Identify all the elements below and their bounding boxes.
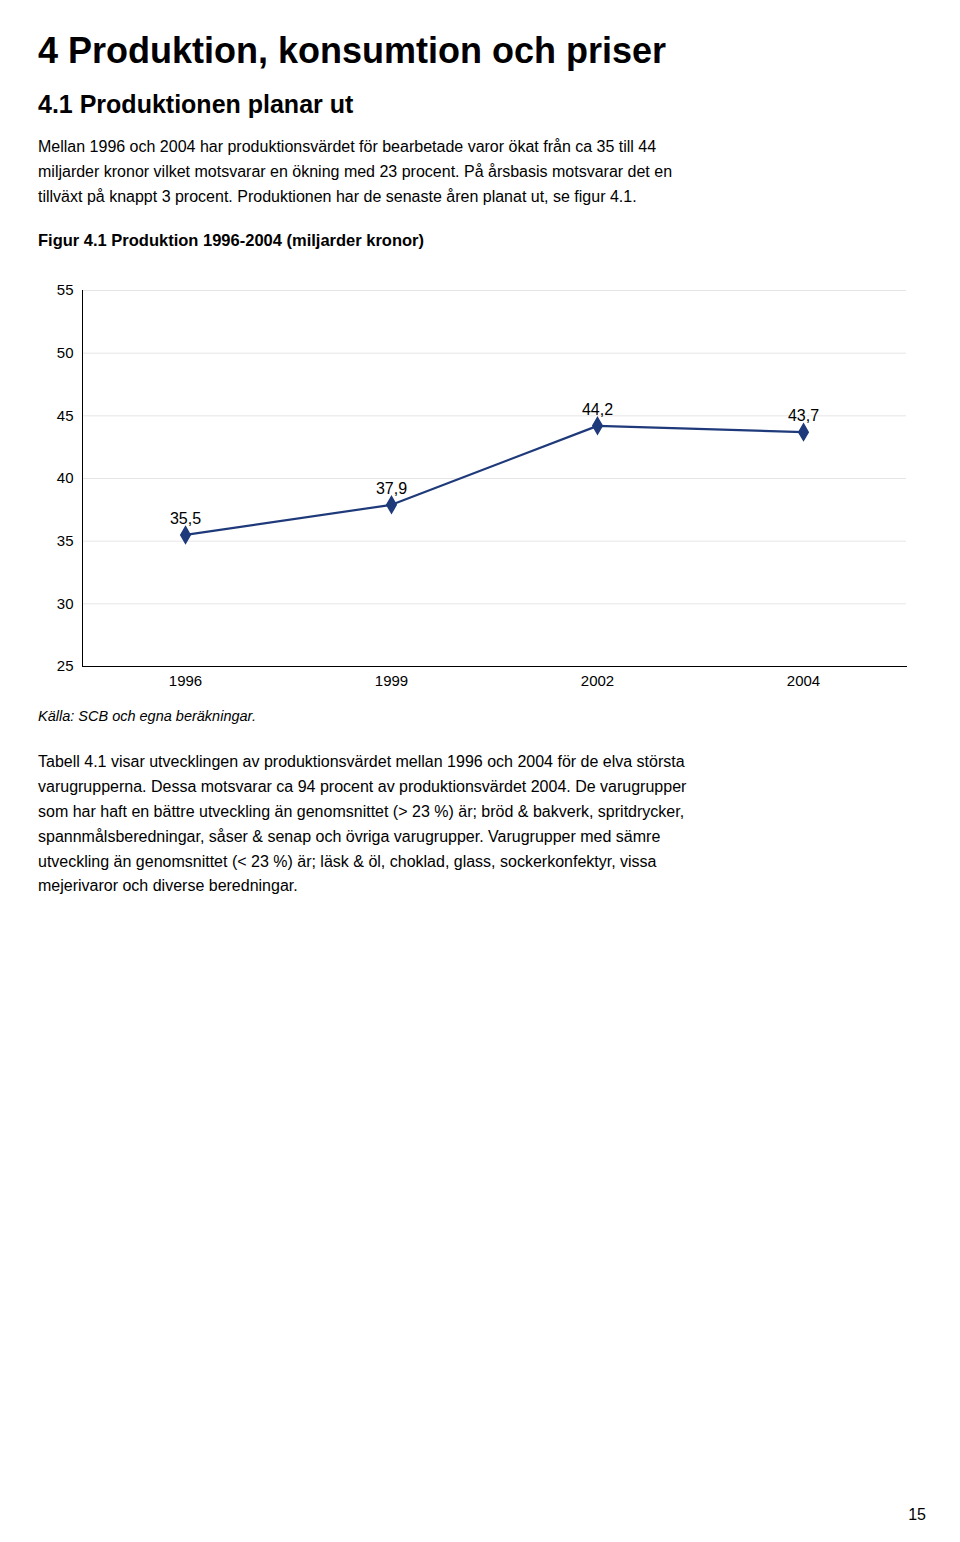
html-text:Mellan 1996 och 2004 har produ: Mellan 1996 och 2004 har produktionsvärd… [38,138,673,205]
svg-text:37,9: 37,9 [376,480,407,497]
html-text:Figur 4.1 Produktion 1996-2004: Figur 4.1 Produktion 1996-2004 (miljarde… [38,231,424,250]
svg-text:50: 50 [57,344,74,361]
svg-text:45: 45 [57,407,74,424]
svg-text:43,7: 43,7 [788,408,819,425]
svg-text:55: 55 [57,282,74,299]
svg-text:35: 35 [57,532,74,549]
svg-text:35,5: 35,5 [170,510,201,527]
svg-text:25: 25 [57,658,74,675]
svg-text:1996: 1996 [169,673,202,690]
html-text:4 Produktion, konsumtion och p: 4 Produktion, konsumtion och priser [38,30,667,71]
html-text:Källa: SCB och egna beräkninga: Källa: SCB och egna beräkningar. [38,708,256,725]
svg-text:40: 40 [57,470,74,487]
svg-text:2002: 2002 [581,673,614,690]
svg-text:2004: 2004 [787,673,820,690]
html-text:Tabell 4.1 visar utvecklingen: Tabell 4.1 visar utvecklingen av produkt… [38,753,687,895]
html-text:15: 15 [908,1506,926,1523]
html-text:4.1 Produktionen planar ut: 4.1 Produktionen planar ut [38,90,354,118]
svg-text:1999: 1999 [375,673,408,690]
svg-text:44,2: 44,2 [582,401,613,418]
svg-text:30: 30 [57,595,74,612]
